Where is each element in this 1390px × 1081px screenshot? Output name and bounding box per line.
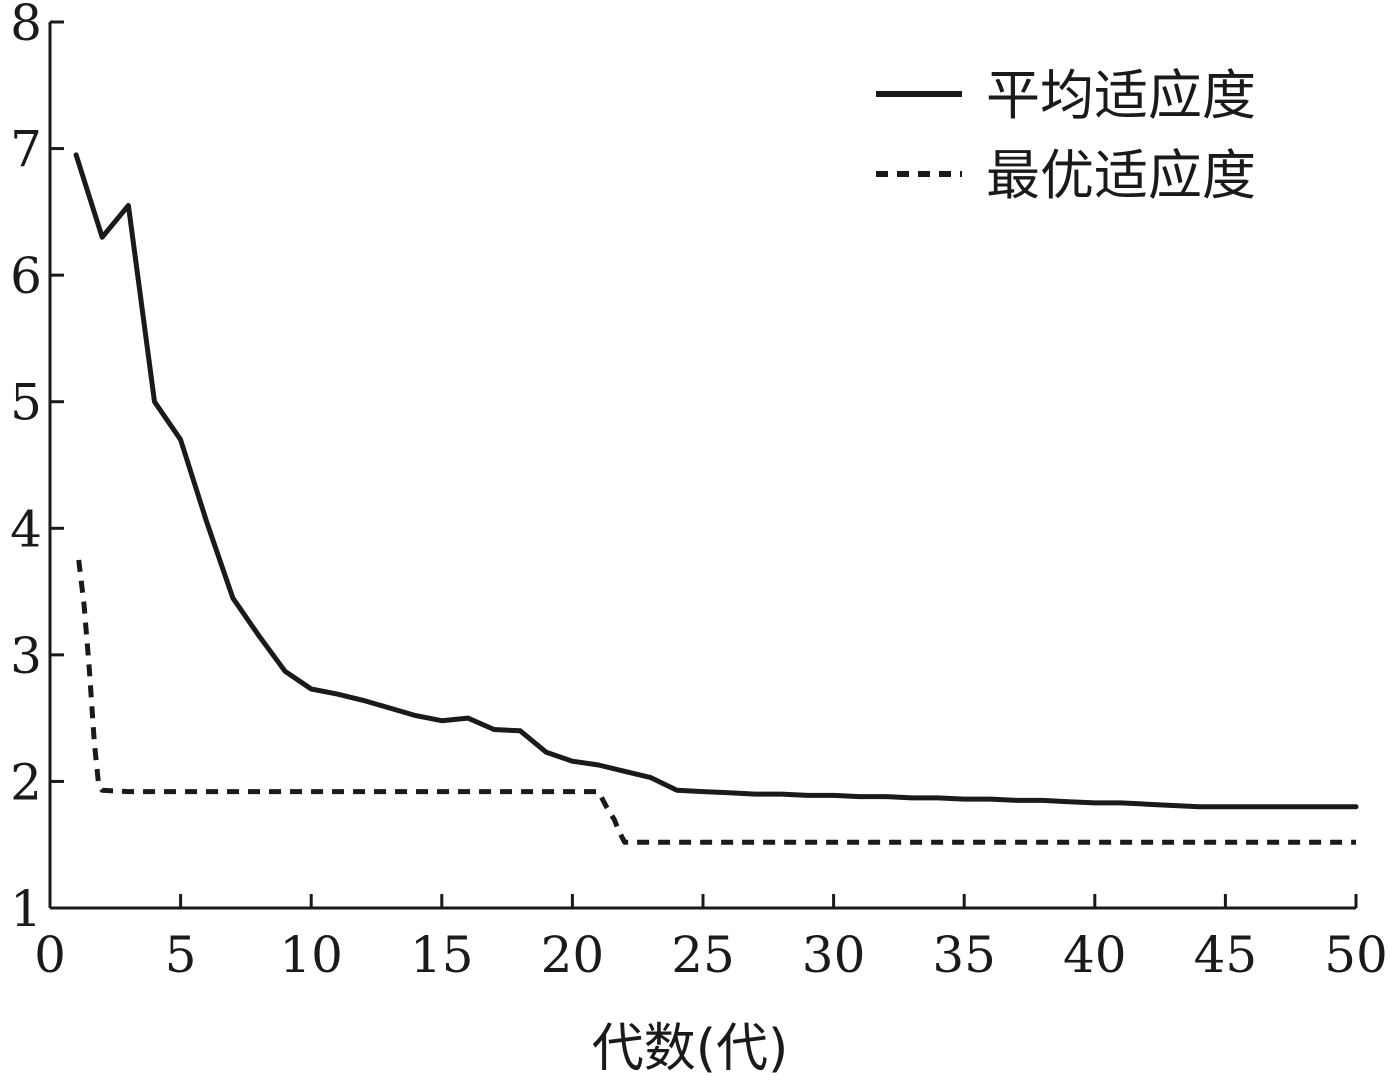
y-tick-label: 2 [10,753,42,811]
legend-label-2: 最优适应度 [986,144,1256,207]
x-tick-label: 35 [932,926,996,984]
y-tick-label: 1 [10,880,42,938]
x-axis-title: 代数(代) [592,1019,789,1079]
x-tick-label: 0 [34,926,66,984]
y-tick-label: 5 [10,374,42,432]
x-tick-label: 25 [671,926,735,984]
x-tick-label: 5 [165,926,197,984]
x-tick-label: 20 [541,926,605,984]
x-tick-label: 40 [1063,926,1127,984]
x-tick-label: 15 [410,926,474,984]
series-line-1 [73,152,1359,810]
y-tick-label: 8 [10,0,42,52]
y-tick-label: 3 [10,627,42,685]
series-layer [73,152,1359,845]
x-tick-label: 10 [279,926,343,984]
legend-label-1: 平均适应度 [986,64,1256,127]
series-line-2 [76,559,1356,845]
y-tick-label: 7 [10,121,42,179]
x-tick-label: 50 [1324,926,1388,984]
y-tick-label: 4 [10,500,42,558]
y-tick-label: 6 [10,247,42,305]
x-tick-label: 30 [802,926,866,984]
x-tick-label: 45 [1194,926,1258,984]
